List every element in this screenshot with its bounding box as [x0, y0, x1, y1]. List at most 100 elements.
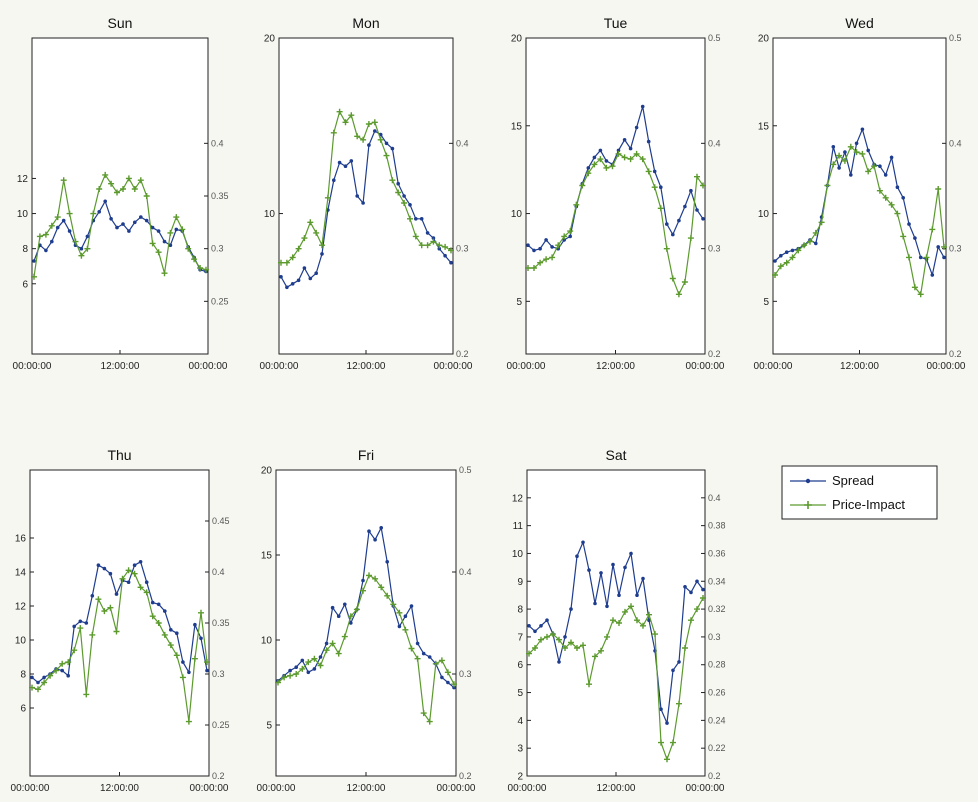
price-impact-point — [807, 238, 813, 245]
spread-point — [324, 641, 329, 646]
spread-point — [790, 248, 795, 253]
price-impact-point — [293, 671, 300, 677]
spread-point — [431, 236, 436, 240]
spread-point — [163, 609, 167, 613]
left-tick-label: 6 — [22, 279, 28, 290]
price-impact-point — [143, 589, 150, 596]
right-tick-label: 0.34 — [708, 576, 726, 586]
spread-point — [671, 232, 675, 237]
left-tick-label: 5 — [763, 297, 769, 308]
spread-point — [96, 563, 101, 567]
spread-point — [837, 166, 841, 170]
price-impact-point — [418, 242, 425, 249]
price-impact-point — [96, 186, 103, 192]
price-impact-point — [426, 718, 433, 725]
spread-point — [379, 526, 384, 530]
price-impact-point — [621, 154, 628, 161]
price-impact-point — [420, 710, 427, 717]
price-impact-point — [71, 647, 78, 654]
spread-point — [42, 675, 46, 680]
price-impact-point — [203, 266, 209, 273]
price-impact-point — [682, 645, 688, 651]
price-impact-point — [53, 667, 60, 674]
price-impact-point — [830, 161, 837, 168]
spread-point — [408, 203, 412, 207]
price-impact-point — [700, 182, 706, 189]
spread-point — [449, 260, 453, 265]
price-impact-point — [574, 645, 580, 651]
panel-title: Sun — [108, 15, 133, 31]
price-impact-point — [347, 613, 354, 620]
price-impact-point — [818, 219, 825, 226]
left-tick-label: 20 — [511, 34, 523, 45]
spread-point — [440, 675, 444, 680]
price-impact-point — [311, 655, 318, 662]
spread-point — [84, 621, 89, 625]
spread-point — [878, 164, 882, 168]
price-impact-point — [408, 645, 415, 652]
right-tick-label: 0.4 — [456, 138, 469, 148]
plot-frame — [278, 37, 454, 355]
price-impact-point — [640, 622, 646, 629]
spread-point — [162, 239, 167, 244]
left-tick-label: 16 — [15, 534, 27, 545]
spread-point — [187, 670, 191, 675]
spread-point — [907, 222, 911, 226]
price-impact-point — [430, 238, 437, 245]
price-impact-point — [78, 252, 85, 259]
spread-point — [138, 560, 143, 564]
spread-point — [677, 660, 681, 664]
spread-point — [312, 667, 317, 671]
price-impact-point — [281, 674, 288, 681]
spread-point — [425, 231, 430, 235]
price-impact-point — [941, 243, 947, 250]
price-impact-point — [31, 273, 37, 280]
price-impact-point — [378, 584, 385, 591]
price-impact-point — [329, 640, 336, 647]
left-tick-label: 10 — [261, 636, 273, 647]
spread-point — [30, 675, 34, 680]
spread-point — [427, 655, 432, 659]
right-tick-label: 0.2 — [708, 349, 721, 359]
price-impact-point — [348, 112, 355, 119]
spread-point — [67, 229, 72, 233]
spread-point — [695, 208, 699, 212]
price-impact-point — [911, 284, 918, 291]
spread-point — [611, 562, 615, 567]
price-impact-point — [360, 136, 367, 143]
right-tick-label: 0.4 — [708, 138, 721, 148]
spread-point — [409, 604, 414, 608]
right-tick-label: 0.3 — [212, 669, 225, 679]
x-tick-label: 00:00:00 — [189, 361, 228, 372]
spread-point — [605, 604, 609, 609]
spread-point — [623, 565, 627, 570]
spread-point — [569, 607, 573, 611]
x-tick-label: 12:00:00 — [597, 783, 636, 794]
spread-point — [544, 238, 548, 242]
spread-point — [306, 670, 311, 675]
price-impact-point — [592, 653, 598, 660]
spread-point — [889, 155, 894, 160]
price-impact-point — [90, 210, 97, 217]
price-impact-point — [651, 184, 658, 191]
spread-point — [367, 143, 371, 147]
spread-point — [443, 253, 447, 258]
price-impact-point — [197, 265, 204, 271]
price-impact-point — [432, 660, 439, 667]
price-impact-point — [598, 647, 604, 654]
price-impact-point — [444, 669, 451, 676]
legend-box — [781, 465, 938, 520]
price-impact-point — [442, 243, 449, 250]
spread-point — [285, 285, 289, 290]
price-impact-point — [283, 259, 290, 266]
spread-point — [689, 188, 693, 193]
spread-point — [361, 201, 365, 205]
left-tick-label: 10 — [512, 549, 524, 560]
left-tick-label: 20 — [264, 34, 276, 45]
right-tick-label: 0.4 — [459, 567, 472, 577]
price-impact-point — [161, 631, 168, 638]
spread-point — [72, 624, 76, 629]
panel-mon: Mon 10 20 0.2 0.3 0.4 00:00:00 12:00:00 00:00:00 — [260, 15, 473, 372]
spread-point — [174, 227, 179, 232]
plot-frame — [29, 469, 210, 777]
